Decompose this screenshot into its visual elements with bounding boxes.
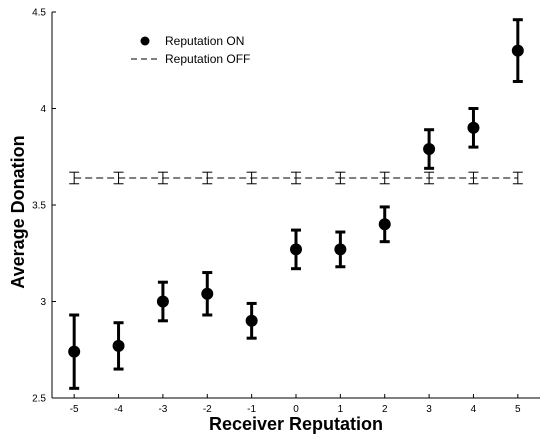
reputation-on-point bbox=[467, 121, 480, 134]
reputation-on-point bbox=[334, 243, 347, 256]
reputation-on-point bbox=[290, 243, 302, 256]
legend-on-marker bbox=[140, 36, 150, 46]
y-tick-label: 4.5 bbox=[32, 8, 46, 19]
y-axis-title: Average Donation bbox=[8, 135, 28, 288]
x-tick-label: 5 bbox=[515, 404, 521, 415]
x-tick-label: 1 bbox=[338, 404, 344, 415]
reputation-on-series bbox=[68, 18, 524, 390]
x-tick-label: 3 bbox=[426, 404, 432, 415]
legend-off-label: Reputation OFF bbox=[165, 52, 250, 66]
x-tick-label: 4 bbox=[471, 404, 477, 415]
plot-area bbox=[51, 12, 540, 399]
reputation-on-point bbox=[511, 44, 524, 57]
y-tick-label: 3 bbox=[40, 297, 46, 308]
y-tick-label: 3.5 bbox=[32, 201, 46, 212]
reputation-on-point bbox=[156, 295, 169, 308]
x-tick-label: -1 bbox=[247, 404, 256, 415]
reputation-on-point bbox=[378, 218, 391, 231]
reputation-on-point bbox=[68, 345, 81, 358]
x-tick-label: -2 bbox=[203, 404, 212, 415]
y-tick-label: 4 bbox=[40, 104, 46, 115]
axis-ticks: -5 -4 -3 -2 -1 0 1 2 3 4 5 2.5 3 3.5 4 4.5 bbox=[32, 8, 521, 416]
y-tick-label: 2.5 bbox=[32, 394, 46, 405]
x-axis-title: Receiver Reputation bbox=[209, 414, 383, 434]
x-tick-label: 0 bbox=[293, 404, 299, 415]
reputation-on-point bbox=[245, 314, 258, 327]
reputation-on-point bbox=[423, 143, 436, 156]
x-tick-label: 2 bbox=[382, 404, 388, 415]
legend: Reputation ON Reputation OFF bbox=[124, 30, 284, 68]
x-tick-label: -4 bbox=[114, 404, 123, 415]
x-tick-label: -3 bbox=[158, 404, 167, 415]
legend-box bbox=[124, 30, 284, 68]
reputation-off-series bbox=[69, 171, 523, 185]
reputation-on-point bbox=[201, 287, 214, 300]
x-tick-label: -5 bbox=[70, 404, 79, 415]
legend-on-label: Reputation ON bbox=[165, 34, 244, 48]
reputation-on-point bbox=[112, 339, 125, 352]
